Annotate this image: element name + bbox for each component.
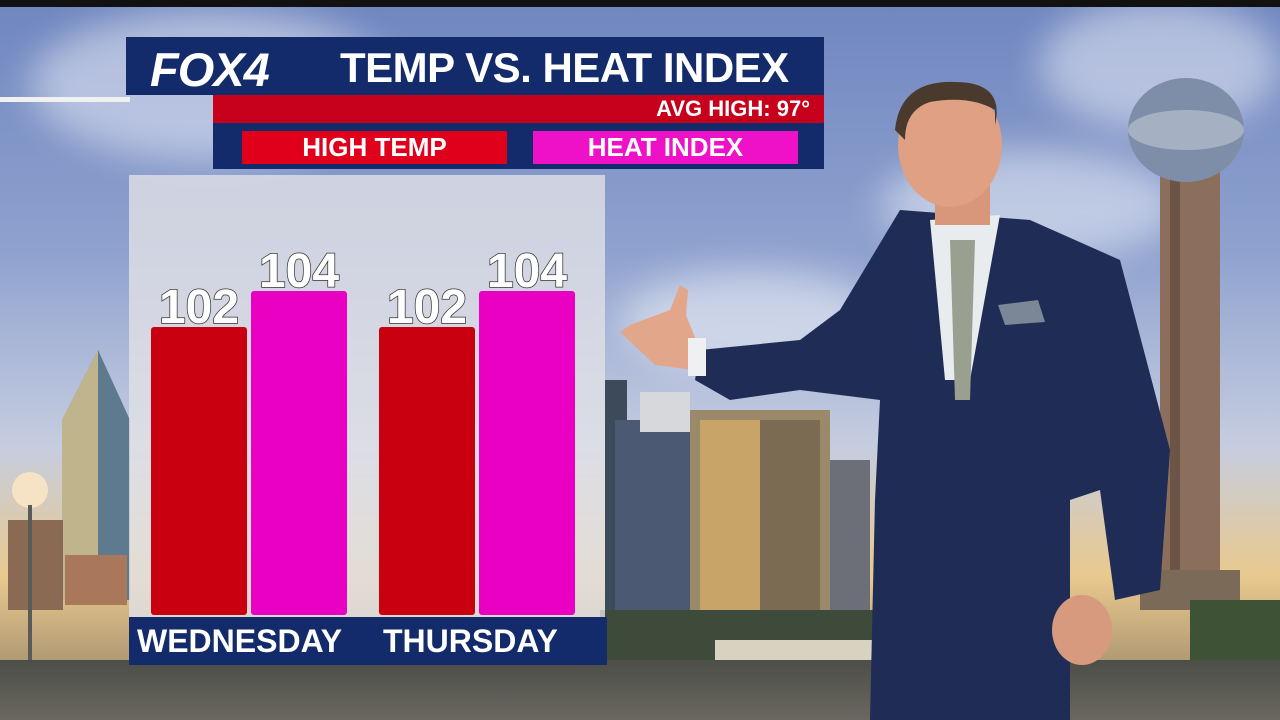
category-label-wednesday: WEDNESDAY (137, 623, 343, 659)
fox4-logo: FOX4 (150, 43, 270, 96)
avg-high-bar: AVG HIGH: 97° (213, 95, 824, 123)
legend-heat-index: HEAT INDEX (533, 131, 798, 164)
value-label-thursday-heat-index: 104 (487, 245, 567, 298)
day-label-bar: WEDNESDAY THURSDAY (129, 617, 607, 665)
bar-chart: 102 104 102 104 (151, 244, 575, 615)
value-label-thursday-high-temp: 102 (387, 281, 467, 334)
avg-high-text: AVG HIGH: 97° (656, 96, 810, 121)
meteorologist (620, 81, 1170, 720)
title-panel (126, 37, 824, 95)
category-label-thursday: THURSDAY (383, 623, 558, 659)
chart-panel: 102 104 102 104 (129, 175, 605, 617)
legend-bar: HIGH TEMP HEAT INDEX (213, 123, 824, 169)
graphic-title: TEMP VS. HEAT INDEX (340, 44, 789, 91)
legend-high-temp: HIGH TEMP (242, 131, 507, 164)
bar-thursday-high-temp (379, 327, 475, 615)
accent-line (0, 97, 130, 102)
value-label-wednesday-high-temp: 102 (159, 281, 239, 334)
value-label-wednesday-heat-index: 104 (259, 245, 339, 298)
bar-wednesday-heat-index (251, 291, 347, 615)
bar-thursday-heat-index (479, 291, 575, 615)
top-black-strip (0, 0, 1280, 7)
bar-wednesday-high-temp (151, 327, 247, 615)
